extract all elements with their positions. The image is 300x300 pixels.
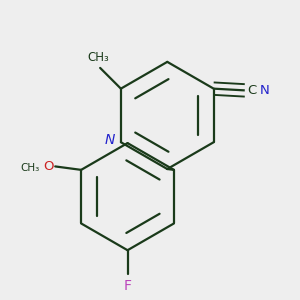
Text: O: O (43, 160, 53, 173)
Text: N: N (104, 134, 115, 148)
Text: N: N (259, 84, 269, 97)
Text: CH₃: CH₃ (21, 163, 40, 173)
Text: C: C (248, 84, 257, 97)
Text: CH₃: CH₃ (88, 51, 109, 64)
Text: F: F (124, 279, 131, 292)
